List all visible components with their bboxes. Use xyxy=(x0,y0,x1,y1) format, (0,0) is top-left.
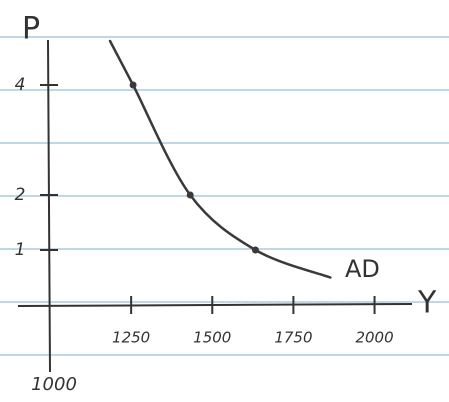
y-axis-label: P xyxy=(22,12,40,47)
x-tick-label: 1000 xyxy=(31,374,77,395)
curve-point xyxy=(252,247,259,254)
curve-label: AD xyxy=(345,255,380,283)
y-tick-label: 2 xyxy=(15,185,26,205)
y-tick-label: 1 xyxy=(15,240,26,260)
chart: P Y AD 1 2 4 1000 1250 1500 1750 2000 xyxy=(0,0,449,402)
x-tick-label: 1750 xyxy=(274,329,312,347)
x-axis-label: Y xyxy=(417,286,437,321)
paper-lines xyxy=(0,37,449,355)
y-tick-label: 4 xyxy=(15,75,26,95)
demand-curve xyxy=(110,41,330,278)
x-tick-label: 1500 xyxy=(193,329,231,347)
x-axis xyxy=(18,304,412,306)
x-tick-label: 1250 xyxy=(112,329,150,347)
x-tick-label: 2000 xyxy=(355,329,393,347)
curve-point xyxy=(187,192,194,199)
curve-point xyxy=(130,82,137,89)
